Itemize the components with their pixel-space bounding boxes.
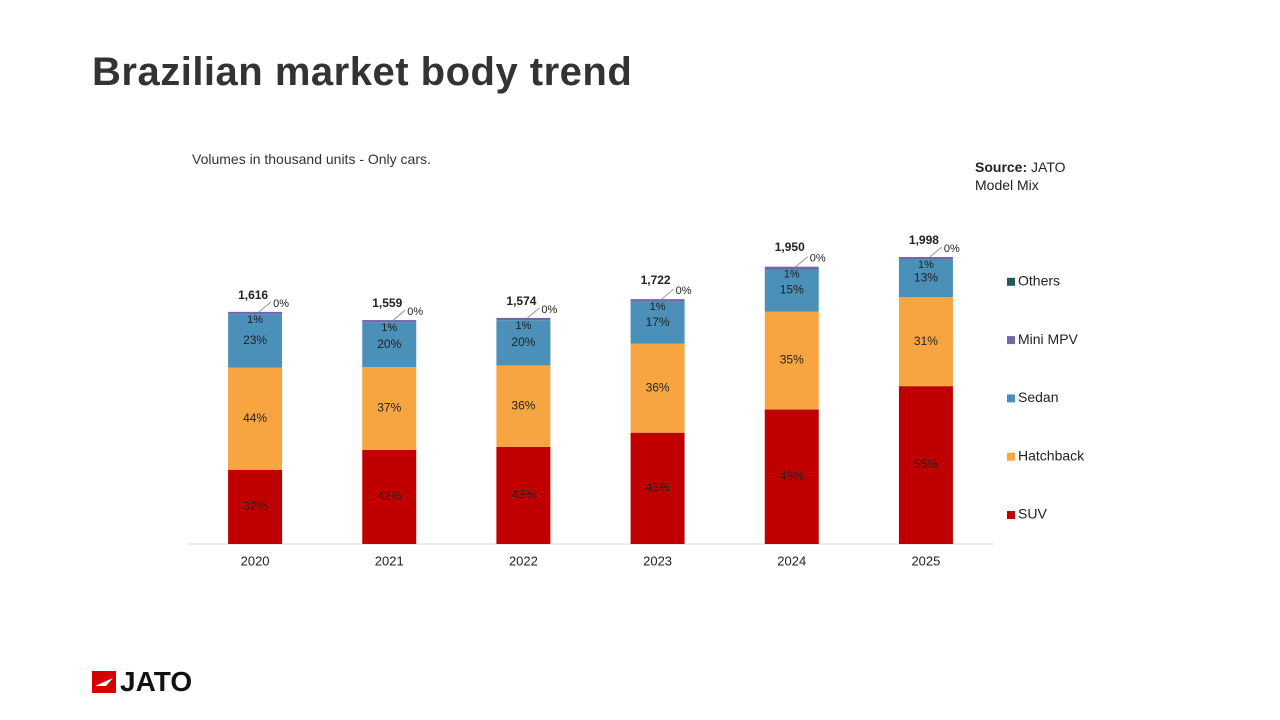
bar-segment	[630, 299, 685, 302]
data-label: 13%	[914, 271, 938, 285]
data-label: 55%	[914, 457, 938, 471]
subtitle: Volumes in thousand units - Only cars.	[192, 151, 431, 167]
data-label: 0%	[273, 298, 289, 310]
bar-segment	[898, 259, 953, 298]
x-tick-label: 2024	[777, 553, 806, 568]
total-label: 1,950	[775, 240, 805, 254]
bar-segment	[228, 367, 283, 470]
data-label: 44%	[243, 411, 267, 425]
bar-segment	[764, 409, 819, 544]
data-label: 43%	[511, 488, 535, 502]
total-label: 1,574	[506, 294, 536, 308]
logo-text: JATO	[120, 666, 193, 697]
total-label: 1,616	[238, 288, 268, 302]
legend-label: Others	[1018, 273, 1060, 289]
bar-segment	[228, 469, 283, 544]
bar-segment	[228, 311, 283, 315]
bar-segment	[362, 367, 417, 450]
data-label: 1%	[381, 322, 397, 334]
bar-segment	[496, 320, 551, 366]
legend-label: Hatchback	[1018, 447, 1085, 463]
bar-segment	[630, 301, 685, 344]
data-label: 0%	[541, 304, 557, 316]
data-label: 20%	[511, 335, 535, 349]
data-label: 45%	[646, 481, 670, 495]
leader-line	[795, 256, 809, 268]
data-label: 35%	[780, 353, 804, 367]
logo-icon	[92, 671, 116, 693]
legend-label: SUV	[1018, 506, 1047, 522]
leader-line	[392, 309, 406, 321]
legend-label: Sedan	[1018, 389, 1058, 405]
bar-segment	[898, 297, 953, 387]
bar-segment	[898, 386, 953, 544]
data-label: 1%	[784, 269, 800, 281]
bar-segment	[496, 446, 551, 544]
data-label: 0%	[810, 253, 826, 265]
bar-segment	[496, 365, 551, 447]
x-tick-label: 2022	[509, 553, 538, 568]
data-label: 36%	[646, 380, 670, 394]
bar-segment	[764, 311, 819, 410]
bar-segment	[362, 449, 417, 544]
bar-segment	[630, 343, 685, 433]
total-label: 1,559	[372, 296, 402, 310]
leader-line	[661, 288, 674, 300]
bar-segment	[362, 322, 417, 368]
bar-segment	[228, 314, 283, 368]
bar-segment	[630, 432, 685, 544]
x-tick-label: 2020	[241, 553, 270, 568]
leader-line	[527, 307, 540, 319]
x-tick-label: 2023	[643, 553, 672, 568]
bar-segment	[898, 257, 953, 260]
data-label: 17%	[646, 315, 670, 329]
data-label: 1%	[918, 259, 934, 271]
data-label: 31%	[914, 334, 938, 348]
data-label: 1%	[650, 301, 666, 313]
data-label: 0%	[676, 285, 692, 297]
data-label: 48%	[780, 469, 804, 483]
data-label: 0%	[944, 243, 960, 255]
data-label: 37%	[377, 401, 401, 415]
data-label: 0%	[407, 306, 423, 318]
leader-line	[929, 246, 943, 258]
legend-swatch	[1007, 394, 1015, 403]
bar-segment	[496, 317, 551, 321]
legend-swatch	[1007, 511, 1015, 519]
total-label: 1,722	[641, 273, 671, 287]
total-label: 1,998	[909, 233, 939, 247]
legend-swatch	[1007, 336, 1015, 345]
data-label: 20%	[377, 337, 401, 351]
logo: JATO	[92, 666, 192, 698]
source-text: JATO Model Mix	[975, 159, 1066, 193]
x-tick-label: 2021	[375, 553, 404, 568]
legend-swatch	[1007, 277, 1015, 286]
x-tick-label: 2025	[911, 553, 940, 568]
leader-line	[258, 301, 272, 313]
source-label: Source:	[975, 159, 1028, 175]
source: Source: JATO Model Mix	[975, 158, 1075, 194]
data-label: 23%	[243, 333, 267, 347]
data-label: 42%	[377, 489, 401, 503]
bar-segment	[362, 320, 417, 323]
bar-segment	[764, 269, 819, 312]
data-label: 1%	[515, 320, 531, 332]
bar-segment	[764, 266, 819, 270]
data-label: 32%	[243, 499, 267, 513]
data-label: 15%	[780, 283, 804, 297]
legend-swatch	[1007, 452, 1015, 461]
data-label: 36%	[511, 398, 535, 412]
legend-label: Mini MPV	[1018, 331, 1079, 347]
title: Brazilian market body trend	[92, 50, 633, 94]
data-label: 1%	[247, 314, 263, 326]
